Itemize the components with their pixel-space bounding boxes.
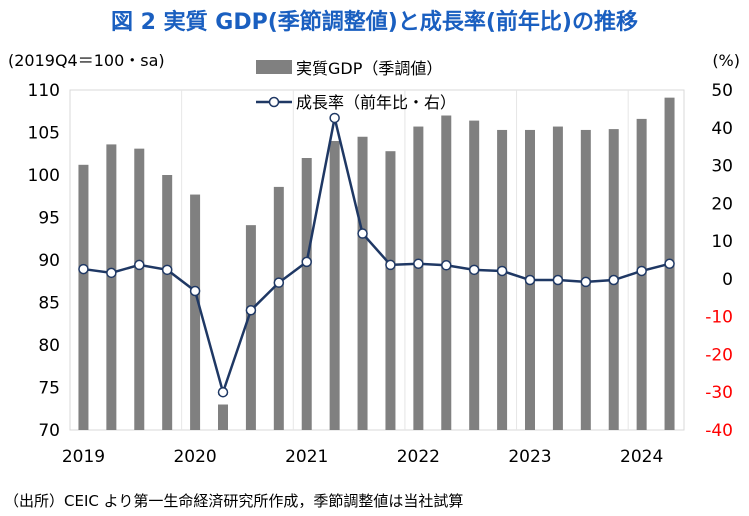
growth-point — [217, 386, 229, 398]
growth-point — [78, 263, 89, 275]
growth-point — [524, 274, 536, 286]
growth-point — [664, 258, 675, 270]
growth-point — [441, 260, 452, 271]
gdp-bar — [78, 164, 89, 431]
gdp-bar — [385, 151, 396, 430]
growth-point — [608, 274, 619, 286]
right-tick-label: -30 — [705, 383, 733, 403]
left-tick-label: 95 — [38, 209, 60, 229]
gdp-bar — [497, 129, 508, 430]
growth-point — [106, 267, 117, 279]
legend-growth: 成長率（前年比・右） — [296, 93, 456, 112]
growth-point — [636, 265, 647, 277]
left-tick-label: 80 — [38, 336, 60, 356]
plot-area — [69, 89, 685, 431]
growth-point — [301, 256, 312, 268]
growth-point — [161, 264, 173, 276]
gdp-bar — [413, 126, 424, 431]
x-tick-label: 2020 — [173, 447, 216, 467]
left-tick-label: 100 — [28, 166, 60, 186]
growth-point — [468, 264, 480, 276]
growth-point — [580, 276, 592, 288]
right-tick-label: 30 — [711, 157, 733, 177]
x-tick-label: 2021 — [285, 447, 328, 467]
x-tick-label: 2023 — [508, 447, 551, 467]
growth-point — [245, 304, 257, 316]
gdp-bar — [469, 120, 480, 430]
growth-point — [496, 265, 508, 277]
gdp-bar — [301, 158, 312, 430]
growth-point — [552, 274, 564, 286]
growth-point — [189, 285, 201, 297]
left-tick-label: 75 — [38, 379, 60, 399]
gdp-bar — [245, 225, 256, 430]
x-tick-label: 2022 — [397, 447, 440, 467]
right-tick-label: 20 — [711, 194, 733, 214]
growth-line — [83, 117, 670, 397]
footnote: （出所）CEIC より第一生命経済研究所作成，季節調整値は当社試算 — [4, 492, 464, 510]
gdp-bar — [106, 144, 117, 430]
gdp-bar — [273, 186, 284, 430]
left-tick-label: 110 — [28, 81, 60, 101]
legend-bar-swatch — [256, 60, 292, 74]
gdp-bar — [357, 136, 368, 430]
growth-point — [134, 259, 145, 271]
right-tick-label: 40 — [711, 119, 733, 139]
legend-gdp: 実質GDP（季調値） — [296, 59, 442, 78]
legend-line-marker — [268, 96, 280, 108]
left-tick-label: 90 — [38, 251, 60, 271]
growth-point — [357, 228, 368, 239]
growth-point — [413, 258, 424, 270]
right-tick-label: -10 — [705, 308, 733, 328]
right-tick-label: -20 — [705, 345, 733, 365]
gdp-bar — [218, 404, 228, 430]
gdp-bar — [190, 194, 201, 430]
right-tick-label: -40 — [705, 421, 733, 441]
right-tick-label: 0 — [722, 270, 733, 290]
gdp-bar — [134, 148, 145, 430]
growth-point — [329, 112, 340, 124]
gdp-bar — [329, 141, 340, 430]
gdp-bar — [162, 175, 173, 430]
right-tick-label: 50 — [711, 81, 733, 101]
gdp-bar — [441, 115, 452, 430]
right-tick-label: 10 — [711, 232, 733, 252]
right-axis-unit: (%) — [712, 51, 740, 70]
x-tick-label: 2024 — [620, 447, 663, 467]
x-tick-label: 2019 — [62, 447, 105, 467]
left-axis-unit: (2019Q4＝100・sa) — [8, 51, 165, 70]
growth-point — [273, 277, 285, 288]
chart-title: 図 2 実質 GDP(季節調整値)と成長率(前年比)の推移 — [111, 10, 638, 35]
left-tick-label: 70 — [38, 421, 60, 441]
growth-point — [385, 259, 396, 271]
left-tick-label: 85 — [38, 294, 60, 314]
left-tick-label: 105 — [28, 124, 60, 144]
